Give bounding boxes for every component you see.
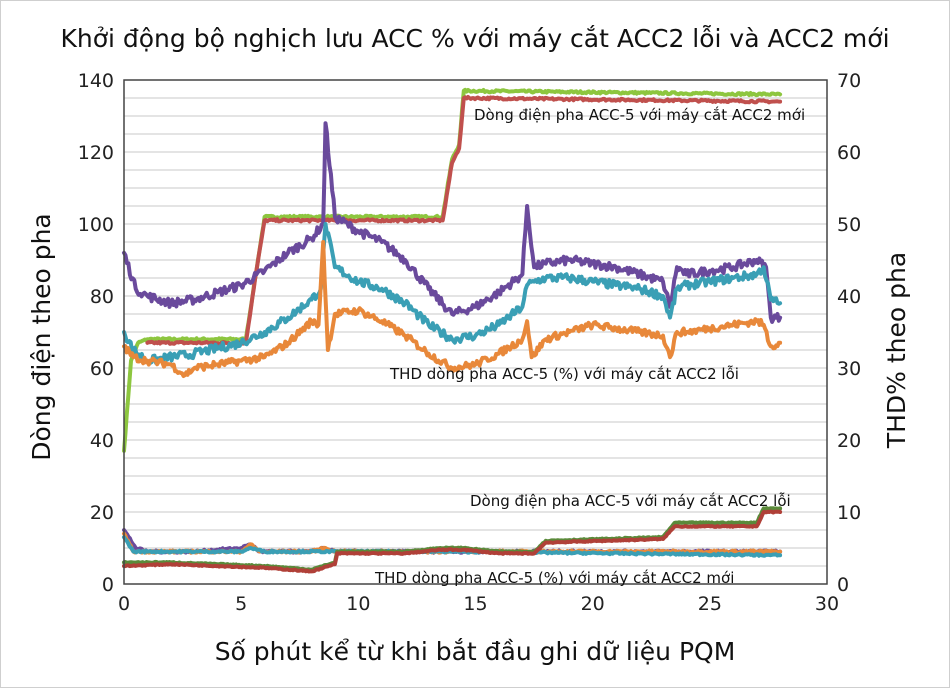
x-tick-label: 15 xyxy=(463,593,487,615)
series-line-orange xyxy=(122,240,783,378)
y-tick-label: 20 xyxy=(90,502,114,524)
y-tick-label: 80 xyxy=(90,286,114,308)
x-tick-labels: 0 5 10 15 20 25 30 xyxy=(118,593,839,615)
y2-tick-label: 40 xyxy=(837,286,861,308)
x-tick-label: 20 xyxy=(581,593,605,615)
series-line-teal xyxy=(122,222,783,366)
y-tick-label: 60 xyxy=(90,358,114,380)
y2-tick-label: 50 xyxy=(837,214,861,236)
y2-axis-label: THD% theo pha xyxy=(882,252,911,449)
x-tick-label: 10 xyxy=(346,593,370,615)
y-tick-label: 40 xyxy=(90,430,114,452)
y2-tick-label: 60 xyxy=(837,142,861,164)
series-line-darkred xyxy=(122,509,783,574)
y-axis-label: Dòng điện theo pha xyxy=(27,213,56,461)
plot-border xyxy=(123,79,828,585)
y2-tick-label: 10 xyxy=(837,502,861,524)
y2-tick-label: 20 xyxy=(837,430,861,452)
x-tick-label: 25 xyxy=(698,593,722,615)
series-line-purple xyxy=(122,121,783,324)
series-layer xyxy=(122,87,783,574)
grid-lines xyxy=(124,97,827,567)
y-tick-label: 120 xyxy=(78,142,114,164)
series-line-red xyxy=(145,95,783,346)
y2-tick-label: 0 xyxy=(837,574,849,596)
y2-tick-label: 30 xyxy=(837,358,861,380)
x-tick-label: 30 xyxy=(815,593,839,615)
y-tick-label: 140 xyxy=(78,70,114,92)
annotation-current-new: Dòng điện pha ACC-5 với máy cắt ACC2 mới xyxy=(474,106,805,124)
series-line-olive xyxy=(122,506,783,572)
y-tick-label: 0 xyxy=(102,574,114,596)
x-tick-label: 5 xyxy=(235,593,247,615)
annotation-thd-faulty: THD dòng pha ACC-5 (%) với máy cắt ACC2 … xyxy=(389,365,739,383)
y-tick-label: 100 xyxy=(78,214,114,236)
y2-tick-labels: 0 10 20 30 40 50 60 70 xyxy=(837,70,861,596)
chart-title: Khởi động bộ nghịch lưu ACC % với máy cắ… xyxy=(60,24,889,53)
annotation-current-faulty: Dòng điện pha ACC-5 với máy cắt ACC2 lỗi xyxy=(470,492,791,510)
y-tick-labels: 0 20 40 60 80 100 120 140 xyxy=(78,70,114,596)
x-tick-label: 0 xyxy=(118,593,130,615)
series-line-teal xyxy=(122,535,783,558)
x-axis-label: Số phút kể từ khi bắt đầu ghi dữ liệu PQ… xyxy=(215,637,736,666)
y2-tick-label: 70 xyxy=(837,70,861,92)
annotation-thd-new: THD dòng pha ACC-5 (%) với máy cắt ACC2 … xyxy=(374,569,734,587)
